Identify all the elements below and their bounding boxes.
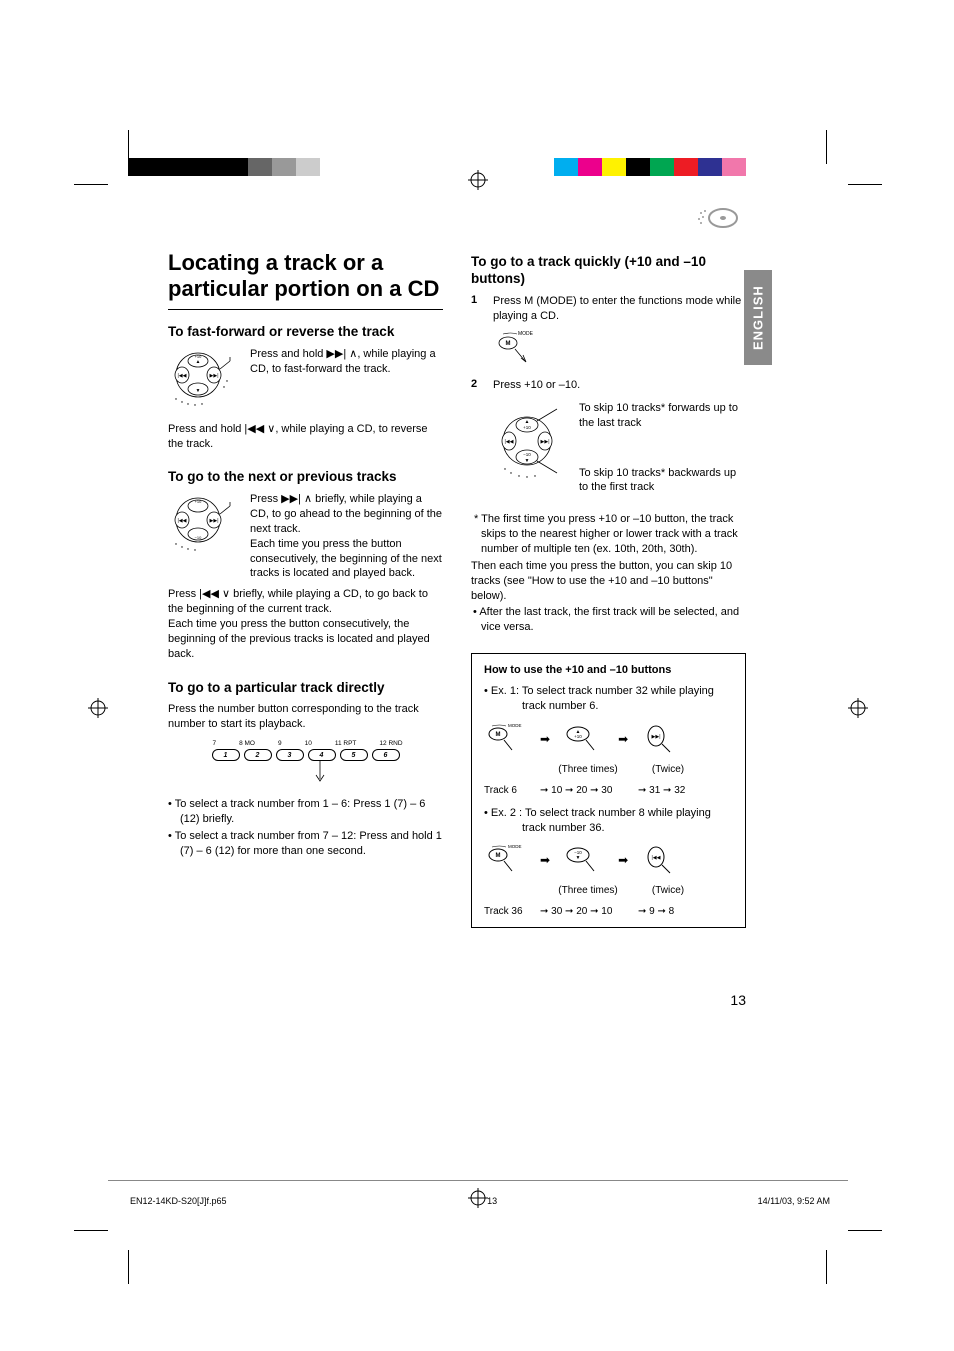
ex1-seq2: ➞ 31 ➞ 32 xyxy=(638,785,685,796)
print-colorbar-left xyxy=(128,158,344,176)
ex2-start-track: Track 36 xyxy=(484,906,532,917)
remote-dpad-icon: +10 −10 |◀◀ ▶▶| xyxy=(168,492,240,561)
footer-filename: EN12-14KD-S20[J]f.p65 xyxy=(130,1196,227,1206)
heading-fast-forward: To fast-forward or reverse the track xyxy=(168,324,443,341)
svg-text:▶▶|: ▶▶| xyxy=(541,439,550,445)
direct-track-bullets: To select a track number from 1 – 6: Pre… xyxy=(168,797,443,858)
svg-text:|◀◀: |◀◀ xyxy=(178,373,187,379)
section-quick-skip: To go to a track quickly (+10 and –10 bu… xyxy=(471,254,746,635)
svg-text:▼: ▼ xyxy=(525,458,530,464)
howto-box: How to use the +10 and –10 buttons • Ex.… xyxy=(471,653,746,928)
svg-text:|◀◀: |◀◀ xyxy=(505,439,514,445)
step-number-2: 2 xyxy=(471,378,483,504)
note-then: Then each time you press the button, you… xyxy=(471,559,746,604)
heading-direct-track: To go to a particular track directly xyxy=(168,680,443,697)
text-next-brief: Press ▶▶| ∧ briefly, while playing a CD,… xyxy=(250,492,443,537)
text-prev-repeat: Each time you press the button consecuti… xyxy=(168,617,443,662)
svg-text:▶▶|: ▶▶| xyxy=(210,373,219,379)
svg-text:MODE: MODE xyxy=(508,844,522,849)
howto-box-title: How to use the +10 and –10 buttons xyxy=(484,664,733,676)
heading-next-prev: To go to the next or previous tracks xyxy=(168,469,443,486)
svg-text:|◀◀: |◀◀ xyxy=(652,855,661,861)
text-ff-hold: Press and hold ▶▶| ∧, while playing a CD… xyxy=(250,347,443,377)
svg-text:M: M xyxy=(496,732,501,738)
page-number: 13 xyxy=(730,992,746,1008)
step-1-text: Press M (MODE) to enter the functions mo… xyxy=(493,294,746,324)
svg-text:M: M xyxy=(506,341,511,347)
ex1-start-track: Track 6 xyxy=(484,785,532,796)
svg-text:MODE: MODE xyxy=(518,331,534,337)
step-2-text: Press +10 or –10. xyxy=(493,378,746,393)
ex2-label-twice: (Twice) xyxy=(638,885,698,896)
registration-mark-left xyxy=(88,698,108,718)
note-after: • After the last track, the first track … xyxy=(471,605,746,635)
svg-text:−10: −10 xyxy=(195,535,203,540)
note-star: * The first time you press +10 or –10 bu… xyxy=(471,512,746,557)
text-direct-intro: Press the number button corresponding to… xyxy=(168,702,443,732)
print-colorbar-right xyxy=(530,158,746,176)
section-next-prev: To go to the next or previous tracks +10… xyxy=(168,469,443,661)
step-number-1: 1 xyxy=(471,294,483,375)
heading-quick-skip: To go to a track quickly (+10 and –10 bu… xyxy=(471,254,746,288)
number-buttons-illustration: 78 MO91011 RPT12 RND 123456 xyxy=(168,740,443,785)
svg-text:+10: +10 xyxy=(523,425,531,430)
svg-text:▼: ▼ xyxy=(196,388,201,394)
annot-skip-backward: To skip 10 tracks* backwards up to the f… xyxy=(579,466,746,496)
section-direct-track: To go to a particular track directly Pre… xyxy=(168,680,443,859)
section-fast-forward: To fast-forward or reverse the track ▲ +… xyxy=(168,324,443,452)
registration-mark-right xyxy=(848,698,868,718)
svg-text:M: M xyxy=(496,853,501,859)
registration-mark-top xyxy=(468,170,488,190)
remote-dpad-icon: ▲ +10 ▼ |◀◀ ▶▶| xyxy=(168,347,240,416)
footer-date: 14/11/03, 9:52 AM xyxy=(758,1196,830,1206)
ex2-seq2: ➞ 9 ➞ 8 xyxy=(638,906,674,917)
footer-divider xyxy=(108,1180,848,1181)
page-title: Locating a track or a particular portion… xyxy=(168,250,443,310)
svg-text:▲: ▲ xyxy=(196,359,201,365)
svg-text:−10: −10 xyxy=(523,452,531,457)
svg-text:|◀◀: |◀◀ xyxy=(178,518,187,524)
svg-text:+10: +10 xyxy=(195,499,203,504)
footer-page: 13 xyxy=(487,1196,497,1206)
svg-text:▼: ▼ xyxy=(576,855,581,861)
svg-text:+10: +10 xyxy=(195,354,203,359)
mode-button-icon: MODE M xyxy=(493,329,746,374)
ex1-icons: MODEM ➡ ▲+10 ➡ ▶▶| xyxy=(484,722,733,756)
annot-skip-forward: To skip 10 tracks* forwards up to the la… xyxy=(579,401,746,431)
text-rev-hold: Press and hold |◀◀ ∨, while playing a CD… xyxy=(168,422,443,452)
ex2-icons: MODEM ➡ −10▼ ➡ |◀◀ xyxy=(484,843,733,877)
ex2-label-three: (Three times) xyxy=(546,885,630,896)
ex1-seq1: ➞ 10 ➞ 20 ➞ 30 xyxy=(540,785,630,796)
language-tab: ENGLISH xyxy=(744,270,772,365)
svg-text:MODE: MODE xyxy=(508,723,522,728)
ex1-label-twice: (Twice) xyxy=(638,764,698,775)
text-prev-brief: Press |◀◀ ∨ briefly, while playing a CD,… xyxy=(168,587,443,617)
text-next-repeat: Each time you press the button consecuti… xyxy=(250,537,443,582)
ex2-intro: • Ex. 2 : To select track number 8 while… xyxy=(484,806,733,836)
svg-text:▶▶|: ▶▶| xyxy=(210,518,219,524)
cd-disc-icon xyxy=(695,205,739,236)
remote-dpad-skip-icon: ▲ +10 −10 ▼ |◀◀ ▶▶| xyxy=(493,399,569,504)
ex1-label-three: (Three times) xyxy=(546,764,630,775)
footer: EN12-14KD-S20[J]f.p65 13 14/11/03, 9:52 … xyxy=(130,1196,830,1206)
ex1-intro: • Ex. 1: To select track number 32 while… xyxy=(484,684,733,714)
svg-text:▶▶|: ▶▶| xyxy=(652,734,661,740)
svg-text:+10: +10 xyxy=(574,734,582,739)
ex2-seq1: ➞ 30 ➞ 20 ➞ 10 xyxy=(540,906,630,917)
